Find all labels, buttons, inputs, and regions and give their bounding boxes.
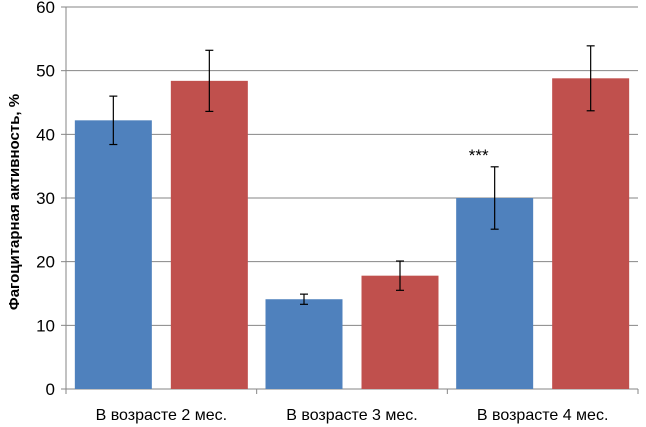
bar-series-2-0 xyxy=(170,80,248,389)
y-tick-label: 20 xyxy=(36,253,55,272)
x-category-label: В возрасте 2 мес. xyxy=(96,407,227,424)
error-bar xyxy=(300,293,308,305)
y-tick-label: 40 xyxy=(36,125,55,144)
y-axis-title: Фагоцитарная активность, % xyxy=(6,94,23,310)
y-tick-label: 0 xyxy=(46,380,55,399)
error-bar xyxy=(586,45,595,112)
gridlines xyxy=(66,6,638,326)
error-bars xyxy=(109,45,595,305)
bar-series-2-2 xyxy=(552,78,630,389)
axes xyxy=(61,6,639,394)
error-bar xyxy=(396,260,404,291)
bar-series-1-0 xyxy=(74,120,152,390)
bar-series-1-1 xyxy=(265,299,343,389)
bar-series-2-1 xyxy=(361,275,439,389)
x-category-label: В возрасте 4 мес. xyxy=(477,407,608,424)
error-bar xyxy=(205,49,214,113)
bars xyxy=(74,78,630,390)
significance-annotation: *** xyxy=(469,146,489,165)
error-bar xyxy=(109,95,118,146)
y-tick-label: 50 xyxy=(36,62,55,81)
labels: 0 10 20 30 40 50 60 В возрасте 2 мес. В возрасте… xyxy=(36,0,608,424)
y-tick-label: 30 xyxy=(36,189,55,208)
error-bar xyxy=(490,166,499,230)
y-tick-label: 60 xyxy=(36,0,55,17)
bar-series-1-2 xyxy=(456,198,534,389)
x-category-label: В возрасте 3 мес. xyxy=(286,407,417,424)
y-tick-label: 10 xyxy=(36,316,55,335)
